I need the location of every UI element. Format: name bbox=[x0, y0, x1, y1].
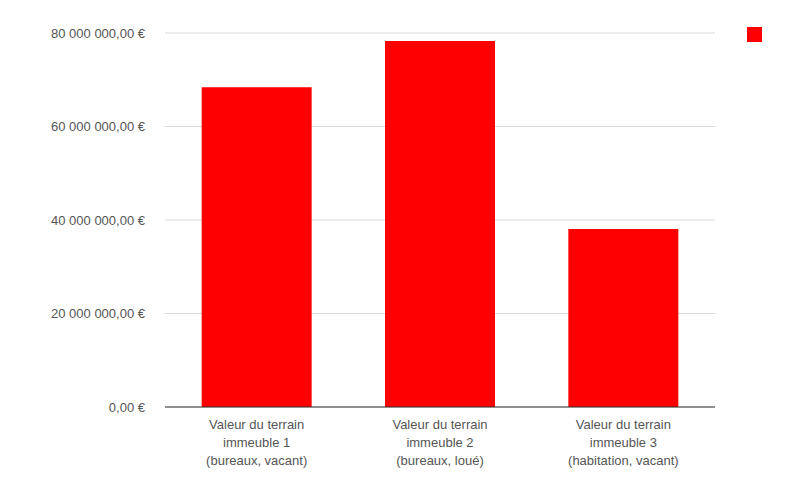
svg-text:40 000 000,00 €: 40 000 000,00 € bbox=[51, 213, 146, 228]
svg-text:0,00 €: 0,00 € bbox=[109, 400, 146, 415]
svg-text:Valeur du terrainimmeuble 2(bu: Valeur du terrainimmeuble 2(bureaux, lou… bbox=[392, 417, 487, 468]
svg-text:Valeur du terrainimmeuble 1(bu: Valeur du terrainimmeuble 1(bureaux, vac… bbox=[206, 417, 307, 468]
svg-text:20 000 000,00 €: 20 000 000,00 € bbox=[51, 306, 146, 321]
svg-text:80 000 000,00 €: 80 000 000,00 € bbox=[51, 26, 146, 41]
svg-text:60 000 000,00 €: 60 000 000,00 € bbox=[51, 119, 146, 134]
svg-text:Valeur du terrainimmeuble 3(ha: Valeur du terrainimmeuble 3(habitation, … bbox=[568, 417, 679, 468]
